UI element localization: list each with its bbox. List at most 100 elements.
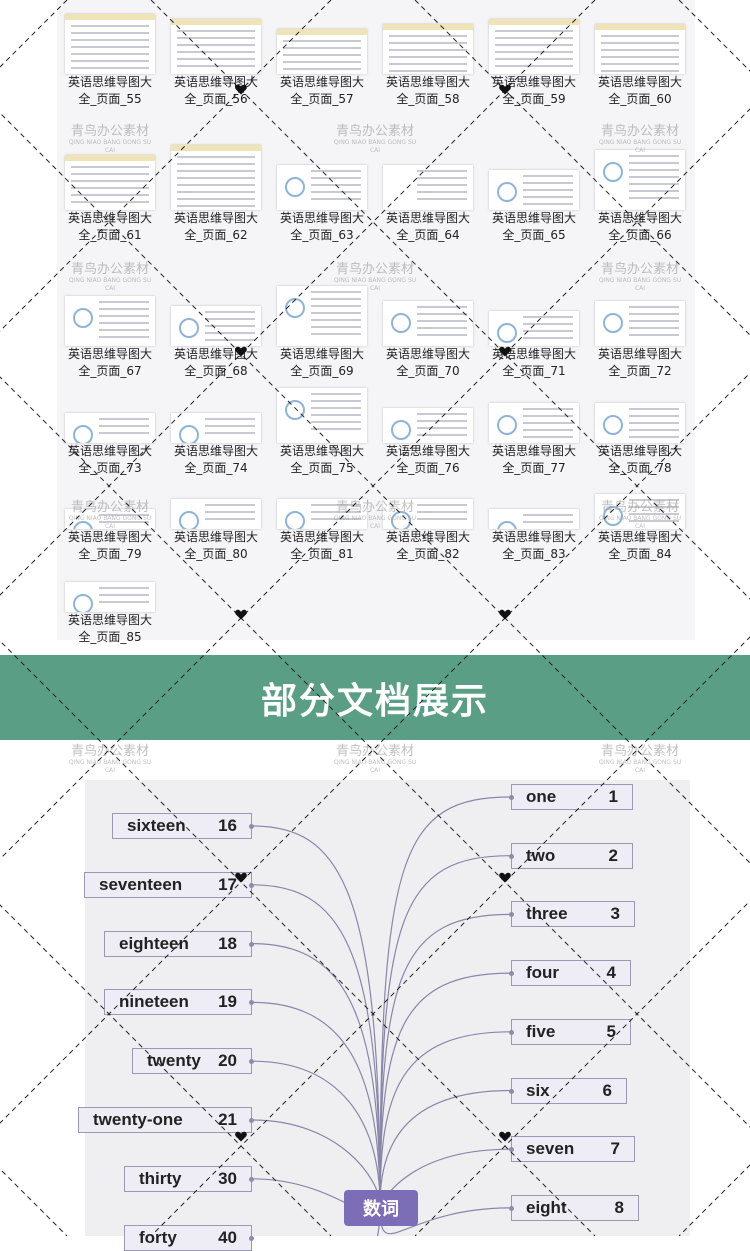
heart-icon [235, 84, 247, 95]
page-thumbnail[interactable] [171, 306, 261, 346]
node-word: six [526, 1080, 550, 1100]
thumbnail-item[interactable]: 英语思维导图大 全_页面_59 [481, 4, 587, 106]
page-thumbnail[interactable] [65, 413, 155, 443]
page-thumbnail[interactable] [171, 19, 261, 74]
thumbnail-item[interactable]: 英语思维导图大 全_页面_60 [587, 4, 693, 106]
node-connector-dot [509, 1088, 514, 1094]
thumbnail-item[interactable]: 英语思维导图大 全_页面_68 [163, 276, 269, 378]
mindmap-node-five: five 5 [509, 1018, 631, 1045]
watermark: 青鸟办公素材 QING NIAO BANG GONG SU CAI [595, 124, 685, 155]
thumbnail-grid: 英语思维导图大 全_页面_55 英语思维导图大 全_页面_56 英语思维导图大 全_… [57, 0, 695, 644]
page-thumbnail[interactable] [277, 165, 367, 210]
mindmap-node-forty: forty 40 [124, 1224, 254, 1251]
page-thumbnail[interactable] [171, 499, 261, 529]
page-thumbnail[interactable] [383, 24, 473, 74]
heart-icon [499, 1131, 511, 1142]
page-thumbnail[interactable] [65, 296, 155, 346]
node-number: 21 [218, 1110, 237, 1129]
node-connector-dot [249, 1176, 254, 1182]
node-number: 3 [610, 904, 620, 924]
watermark-en: QING NIAO BANG GONG SU CAI [598, 515, 682, 530]
page-thumbnail[interactable] [595, 301, 685, 346]
page-thumbnail[interactable] [277, 29, 367, 74]
node-connector-dot [249, 882, 254, 888]
watermark-en: QING NIAO BANG GONG SU CAI [598, 759, 682, 774]
node-word: nineteen [119, 992, 189, 1012]
watermark-en: QING NIAO BANG GONG SU CAI [333, 759, 417, 774]
page-thumbnail[interactable] [489, 403, 579, 443]
node-number: 19 [218, 992, 237, 1012]
node-word: twenty-one [93, 1110, 183, 1129]
node-number: 8 [614, 1197, 624, 1217]
thumbnail-item[interactable]: 英语思维导图大 全_页面_77 [481, 373, 587, 475]
page-thumbnail[interactable] [171, 413, 261, 443]
thumbnail-label: 英语思维导图大 全_页面_65 [491, 211, 576, 242]
page-thumbnail[interactable] [277, 388, 367, 443]
thumbnail-item[interactable]: 英语思维导图大 全_页面_74 [163, 373, 269, 475]
node-word: four [526, 963, 560, 983]
thumbnail-label: 英语思维导图大 全_页面_80 [173, 530, 258, 561]
node-number: 30 [218, 1168, 237, 1188]
watermark-en: QING NIAO BANG GONG SU CAI [68, 139, 152, 154]
mindmap-node-three: three 3 [509, 901, 635, 928]
page-thumbnail[interactable] [65, 155, 155, 210]
node-connector-dot [249, 824, 254, 829]
mindmap-node-four: four 4 [509, 960, 631, 987]
heart-icon [235, 346, 247, 357]
page-thumbnail[interactable] [383, 408, 473, 443]
thumbnail-item[interactable]: 英语思维导图大 全_页面_73 [57, 373, 163, 475]
node-word: sixteen [127, 816, 186, 835]
thumbnail-label: 英语思维导图大 全_页面_55 [67, 75, 152, 106]
node-connector-dot [509, 1205, 514, 1211]
watermark: 青鸟办公素材 QING NIAO BANG GONG SU CAI [65, 744, 155, 775]
heart-icon [235, 1131, 247, 1142]
thumbnail-item[interactable]: 英语思维导图大 全_页面_65 [481, 140, 587, 242]
node-connector-dot [509, 1147, 514, 1153]
thumbnail-item[interactable]: 英语思维导图大 全_页面_78 [587, 373, 693, 475]
watermark-cn: 青鸟办公素材 [600, 124, 679, 139]
page-thumbnail[interactable] [489, 170, 579, 210]
thumbnail-item[interactable]: 英语思维导图大 全_页面_57 [269, 4, 375, 106]
thumbnail-item[interactable]: 英语思维导图大 全_页面_55 [57, 4, 163, 106]
page-thumbnail[interactable] [65, 582, 155, 612]
mindmap-node-sixteen: sixteen 16 [112, 813, 254, 839]
node-word: eight [526, 1197, 567, 1217]
watermark: 青鸟办公素材 QING NIAO BANG GONG SU CAI [330, 124, 420, 155]
node-word: forty [139, 1227, 177, 1247]
page-thumbnail[interactable] [595, 403, 685, 443]
thumbnail-item[interactable]: 英语思维导图大 全_页面_83 [481, 459, 587, 561]
watermark: 青鸟办公素材 QING NIAO BANG GONG SU CAI [595, 262, 685, 293]
page-thumbnail[interactable] [65, 14, 155, 74]
thumbnail-label: 英语思维导图大 全_页面_81 [279, 530, 364, 561]
page-thumbnail[interactable] [595, 24, 685, 74]
thumbnail-item[interactable]: 英语思维导图大 全_页面_75 [269, 373, 375, 475]
mindmap-node-twenty-one: twenty-one 21 [78, 1107, 254, 1133]
page-thumbnail[interactable] [595, 150, 685, 210]
page-thumbnail[interactable] [383, 301, 473, 346]
node-word: five [526, 1021, 556, 1041]
thumbnail-item[interactable]: 英语思维导图大 全_页面_56 [163, 4, 269, 106]
thumbnail-label: 英语思维导图大 全_页面_56 [173, 75, 258, 106]
thumbnail-item[interactable]: 英语思维导图大 全_页面_71 [481, 276, 587, 378]
node-connector-dot [249, 1235, 254, 1241]
thumbnail-item[interactable]: 英语思维导图大 全_页面_76 [375, 373, 481, 475]
mindmap-node-eighteen: eighteen 18 [104, 930, 254, 957]
thumbnail-item[interactable]: 英语思维导图大 全_页面_85 [57, 542, 163, 644]
thumbnail-item[interactable]: 英语思维导图大 全_页面_80 [163, 459, 269, 561]
heart-icon [499, 609, 511, 620]
thumbnail-item[interactable]: 英语思维导图大 全_页面_62 [163, 140, 269, 242]
watermark: 青鸟办公素材 QING NIAO BANG GONG SU CAI [65, 500, 155, 531]
page-thumbnail[interactable] [489, 311, 579, 346]
thumbnail-item[interactable]: 英语思维导图大 全_页面_58 [375, 4, 481, 106]
banner-title: 部分文档展示 [260, 680, 489, 722]
page-thumbnail[interactable] [383, 165, 473, 210]
watermark-cn: 青鸟办公素材 [335, 744, 414, 759]
node-word: three [526, 904, 568, 924]
mindmap-node-thirty: thirty 30 [124, 1165, 254, 1192]
page-thumbnail[interactable] [489, 509, 579, 529]
thumbnail-label: 英语思维导图大 全_页面_58 [385, 75, 470, 106]
thumbnail-label: 英语思维导图大 全_页面_64 [385, 211, 470, 242]
page-thumbnail[interactable] [277, 286, 367, 346]
page-thumbnail[interactable] [171, 145, 261, 210]
page-thumbnail[interactable] [489, 19, 579, 74]
